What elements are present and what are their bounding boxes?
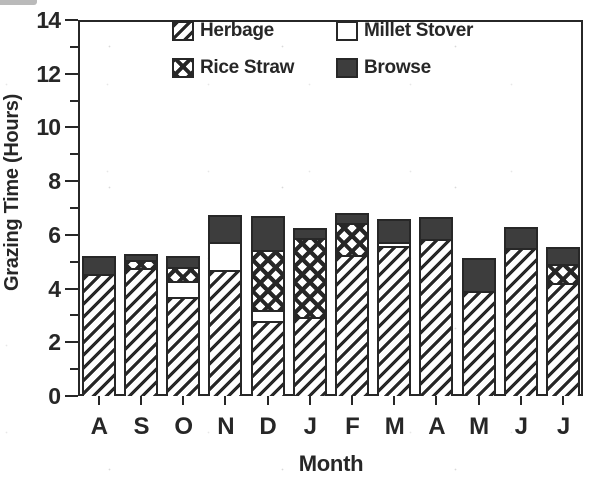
- x-tick-11: [562, 396, 564, 405]
- millet-stover-white-swatch-icon: [336, 21, 358, 41]
- x-label-11: J: [556, 413, 570, 440]
- x-label-1: S: [133, 413, 149, 440]
- browse-solid-swatch-icon: [336, 58, 358, 78]
- bar-4-millet-stover: [250, 310, 285, 321]
- bar-3-herbage: [208, 269, 243, 396]
- bar-11-rice-straw: [546, 264, 580, 284]
- y-tick-2: [65, 341, 78, 344]
- x-axis-title: Month: [298, 451, 364, 476]
- plot-area-border: [78, 20, 583, 396]
- bar-5-herbage: [292, 316, 327, 396]
- bar-5-browse: [292, 228, 327, 238]
- bar-2-rice-straw: [166, 267, 201, 281]
- legend-label-herbage: Herbage: [200, 20, 274, 41]
- y-tick-label-6: 6: [48, 221, 61, 248]
- y-tick-label-0: 0: [48, 383, 61, 409]
- bar-1-herbage: [124, 268, 158, 396]
- bar-3-millet-stover: [208, 241, 243, 270]
- bar-11-herbage: [546, 283, 580, 396]
- x-tick-2: [182, 396, 185, 405]
- y-tick-minor-13: [70, 45, 78, 48]
- y-tick-8: [65, 180, 78, 183]
- bar-10-herbage: [503, 248, 538, 396]
- legend-label-millet-stover: Millet Stover: [364, 20, 474, 41]
- bar-2-millet-stover: [166, 280, 201, 297]
- bar-7-herbage: [377, 245, 412, 396]
- rice-straw-crosshatch-swatch-icon: [172, 58, 194, 78]
- x-label-0: A: [90, 413, 108, 440]
- y-tick-minor-7: [70, 207, 78, 209]
- bar-7-millet-stover: [377, 241, 412, 246]
- x-tick-1: [140, 396, 142, 405]
- bar-6-rice-straw: [335, 222, 369, 255]
- bar-4-browse: [250, 216, 285, 250]
- bar-2-herbage: [166, 296, 201, 396]
- legend-item-millet-stover: Millet Stover: [336, 20, 473, 42]
- bar-4-rice-straw: [250, 249, 285, 311]
- y-tick-label-4: 4: [48, 275, 61, 302]
- bar-0-herbage: [81, 273, 116, 396]
- y-tick-14: [65, 19, 78, 21]
- bar-7-browse: [377, 218, 412, 242]
- y-tick-label-8: 8: [48, 168, 61, 195]
- bar-8-herbage: [419, 238, 454, 396]
- bar-0-browse: [81, 256, 116, 274]
- y-tick-0: [65, 395, 78, 397]
- x-label-10: J: [514, 413, 528, 440]
- bar-6-browse: [335, 213, 369, 223]
- bar-4-herbage: [250, 320, 285, 396]
- bar-9-herbage: [461, 291, 496, 396]
- x-label-7: M: [384, 413, 405, 440]
- y-tick-label-12: 12: [36, 60, 61, 87]
- herbage-hatch-swatch-icon: [172, 21, 194, 41]
- y-tick-minor-1: [70, 368, 78, 371]
- y-tick-minor-3: [70, 314, 78, 317]
- x-tick-0: [97, 396, 100, 405]
- y-tick-minor-9: [70, 153, 78, 156]
- bar-8-browse: [419, 217, 454, 239]
- scan-artifact-smudge: [0, 0, 37, 5]
- y-tick-minor-11: [70, 99, 78, 102]
- legend-label-browse: Browse: [364, 57, 431, 78]
- bar-2-browse: [166, 256, 201, 268]
- bar-9-browse: [461, 257, 496, 292]
- y-tick-4: [65, 287, 78, 290]
- legend-label-rice-straw: Rice Straw: [200, 57, 295, 78]
- y-tick-label-10: 10: [36, 114, 61, 141]
- x-tick-6: [351, 396, 353, 405]
- bar-10-browse: [503, 226, 538, 249]
- bar-11-browse: [546, 246, 580, 265]
- x-label-6: F: [345, 413, 360, 440]
- x-label-3: N: [217, 413, 234, 440]
- x-tick-5: [308, 396, 311, 405]
- legend-item-herbage: Herbage: [172, 20, 274, 42]
- bar-3-browse: [208, 214, 243, 242]
- legend-item-browse: Browse: [336, 57, 431, 79]
- x-tick-3: [224, 396, 227, 405]
- y-tick-label-2: 2: [48, 329, 61, 356]
- y-tick-minor-5: [70, 260, 78, 263]
- x-label-8: A: [428, 413, 445, 440]
- x-tick-9: [477, 396, 480, 405]
- bar-6-herbage: [335, 255, 369, 396]
- x-tick-7: [393, 396, 396, 405]
- x-label-2: O: [174, 413, 193, 440]
- legend-item-rice-straw: Rice Straw: [172, 57, 294, 79]
- x-tick-8: [435, 396, 438, 405]
- x-label-5: J: [303, 413, 317, 440]
- y-tick-6: [65, 233, 78, 236]
- x-label-4: D: [259, 413, 276, 440]
- bar-1-rice-straw: [124, 260, 158, 269]
- x-tick-4: [266, 396, 269, 405]
- y-tick-label-14: 14: [36, 7, 61, 33]
- y-tick-10: [65, 126, 78, 129]
- bar-1-browse: [124, 253, 158, 261]
- x-label-9: M: [469, 413, 489, 440]
- bar-5-rice-straw: [292, 237, 327, 317]
- y-tick-12: [65, 72, 78, 75]
- x-tick-10: [519, 396, 522, 405]
